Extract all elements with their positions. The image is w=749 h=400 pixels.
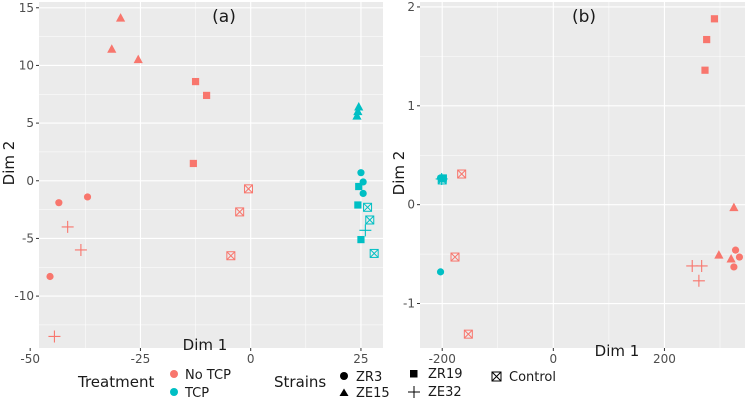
y-tick-label: 2 [407,0,415,14]
x-tick-label: 0 [550,352,558,366]
y-tick-label: -5 [22,231,34,245]
data-point-control-no-tcp [226,251,236,261]
y-tick-label: 15 [19,1,34,15]
x-tick-label: -25 [131,352,151,366]
data-point-control-tcp [369,248,379,258]
y-axis-label-a: Dim 2 [0,141,18,186]
data-point-zr19-no-tcp [189,159,197,168]
data-point-zr3-no-tcp [730,263,738,271]
data-point-ze32-no-tcp [695,259,708,272]
x-axis-label-a: Dim 1 [183,336,228,354]
x-tick-label: -200 [429,352,456,366]
treatment-legend-title: Treatment [77,373,154,391]
data-point-ze15-tcp [354,101,364,111]
data-point-ze15-no-tcp [714,250,724,259]
panel-label-b: (b) [572,7,596,27]
data-point-zr19-tcp [357,235,365,244]
data-point-zr19-tcp [355,182,363,191]
legend-tcp-marker [170,388,178,396]
legend-tcp-label: TCP [184,386,209,400]
data-point-ze32-tcp [359,224,372,237]
data-point-ze32-no-tcp [692,274,705,287]
data-point-zr19-tcp [439,174,447,182]
x-tick-label: -50 [20,352,40,366]
data-point-ze15-no-tcp [133,54,143,64]
x-axis-label-b: Dim 1 [595,342,640,360]
data-point-control-no-tcp [457,169,467,179]
data-point-zr3-no-tcp [735,253,744,261]
data-point-control-no-tcp [243,184,253,194]
data-point-ze15-no-tcp [726,254,736,263]
treatment-legend: Treatment No TCP TCP [77,368,231,400]
strains-legend: Strains ZR3 ZE15 ZR19 ZE32 Control [274,367,556,400]
legend-no-tcp-label: No TCP [185,368,231,383]
panel-label-a: (a) [212,7,236,27]
y-tick-label: 0 [407,198,415,212]
data-point-zr19-no-tcp [703,35,711,44]
data-point-ze32-tcp [435,172,448,185]
data-point-control-no-tcp [450,252,460,262]
data-point-ze15-no-tcp [729,202,739,212]
legend-boxx-marker [491,371,502,382]
data-point-zr3-no-tcp [83,193,92,201]
y-tick-label: 10 [19,58,34,72]
y-tick-label: 0 [26,174,34,188]
data-point-control-no-tcp [235,207,245,217]
y-tick-label: 1 [407,99,415,113]
data-point-ze32-no-tcp [61,220,74,233]
data-point-zr3-tcp [357,169,365,177]
y-tick-label: 5 [26,116,34,130]
data-point-control-no-tcp [463,329,473,339]
panel-b-background [420,2,745,348]
panel-a-background [39,2,383,348]
data-point-zr3-tcp [436,268,445,276]
legend-zr19-label: ZR19 [428,367,462,382]
legend-circle-marker [340,372,348,380]
y-tick-label: -1 [403,297,415,311]
data-point-zr3-no-tcp [731,246,740,254]
legend-square-marker [410,370,418,378]
data-point-control-tcp [365,215,375,225]
legend-control-label: Control [509,370,556,385]
data-point-zr19-tcp [354,201,362,209]
data-point-ze15-no-tcp [107,44,117,53]
panel-b: -200 0 200 -1 0 1 2 Dim 1 Dim 2 (b) [390,0,745,366]
data-point-zr19-no-tcp [191,77,200,86]
data-point-ze15-no-tcp [115,13,126,22]
data-point-ze15-tcp [352,111,362,120]
data-point-zr19-no-tcp [710,15,719,23]
data-point-zr3-no-tcp [46,272,54,281]
strains-legend-title: Strains [274,373,326,391]
legend-triangle-marker [339,388,349,396]
legend-plus-marker [408,386,420,398]
x-tick-label: 0 [247,352,255,366]
legend-ze15-label: ZE15 [356,386,390,400]
data-point-zr3-no-tcp [55,199,63,207]
data-point-ze15-tcp [353,106,363,116]
x-tick-label: 200 [653,352,676,366]
x-tick-label: 25 [353,352,368,366]
data-point-control-tcp [363,202,373,212]
y-axis-label-b: Dim 2 [390,151,408,196]
data-point-zr3-tcp [359,189,367,198]
y-tick-label: -10 [14,289,34,303]
legend-zr3-label: ZR3 [356,370,382,385]
data-point-zr19-no-tcp [701,66,709,74]
data-point-control-tcp [437,175,447,185]
data-point-zr19-no-tcp [202,91,211,100]
legend-ze32-label: ZE32 [428,385,462,400]
legend-no-tcp-marker [170,370,178,378]
data-point-ze32-no-tcp [74,243,87,256]
data-point-ze32-no-tcp [48,330,61,343]
